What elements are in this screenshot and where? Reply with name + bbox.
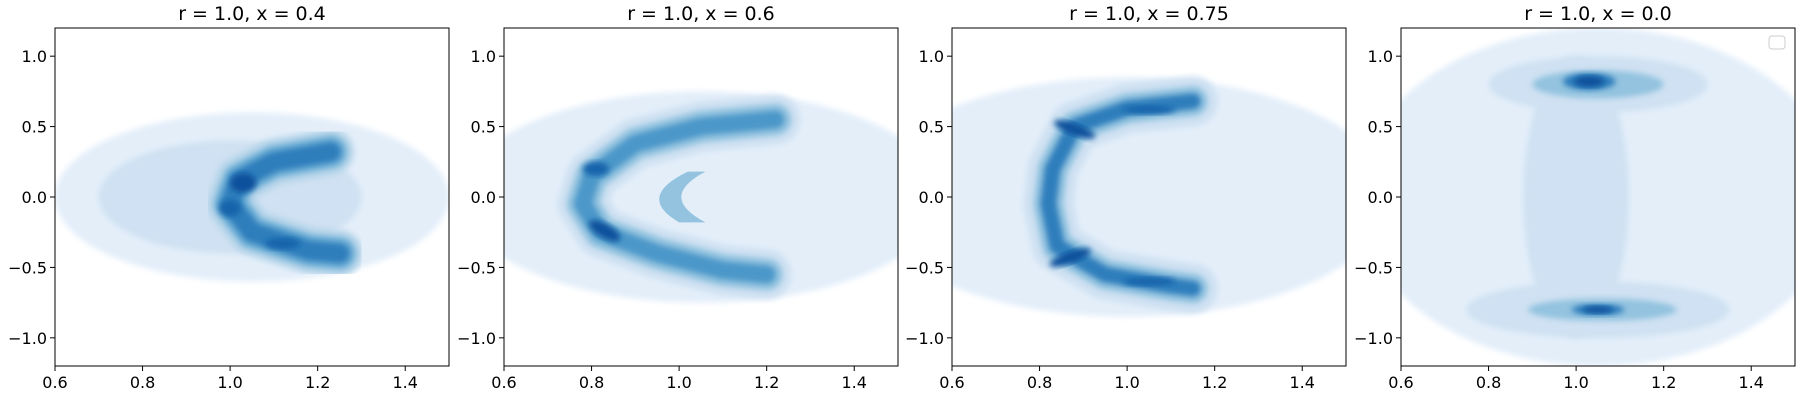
panel-title: r = 1.0, x = 0.4	[178, 3, 326, 25]
y-tick-label: 0.0	[1368, 188, 1393, 207]
x-tick-label: 1.2	[305, 373, 330, 392]
x-tick-label: 1.2	[754, 373, 779, 392]
x-tick-label: 0.8	[130, 373, 155, 392]
density-level	[265, 237, 301, 250]
density-level	[1122, 277, 1176, 286]
contour-area	[952, 28, 1346, 366]
x-tick-label: 1.0	[666, 373, 691, 392]
y-tick-label: 1.0	[22, 47, 47, 66]
y-tick-label: −1.0	[457, 329, 496, 348]
x-tick-label: 1.4	[841, 373, 866, 392]
x-tick-label: 0.8	[579, 373, 604, 392]
x-tick-label: 0.8	[1027, 373, 1052, 392]
x-tick-label: 0.6	[939, 373, 964, 392]
y-tick-label: 0.0	[471, 188, 496, 207]
legend-box	[1768, 35, 1786, 50]
y-tick-label: 0.5	[22, 118, 47, 137]
density-band	[573, 110, 785, 284]
density-level	[1049, 248, 1091, 267]
subplot-1: 0.6 0.8 1.0 1.2 1.4 −1.0 −0.5 0.0 0.5 1.0 r = 1.0,…	[8, 3, 450, 392]
y-tick-label: 0.0	[919, 188, 944, 207]
y-tick-label: 1.0	[919, 47, 944, 66]
density-level	[219, 199, 242, 217]
density-level	[1573, 75, 1605, 88]
y-tick-label: 1.0	[1368, 47, 1393, 66]
contour-area	[504, 28, 898, 366]
y-tick-label: 0.5	[919, 118, 944, 137]
subplot-4: 0.6 0.8 1.0 1.2 1.4 −1.0 −0.5 0.0 0.5 1.0 r = 1.0,…	[1354, 3, 1796, 392]
y-tick-label: 1.0	[471, 47, 496, 66]
density-level	[1122, 105, 1176, 114]
y-tick-label: 0.5	[1368, 118, 1393, 137]
y-tick-label: −1.0	[905, 329, 944, 348]
density-level	[1523, 56, 1629, 338]
density-level	[1053, 120, 1096, 139]
x-tick-label: 0.6	[491, 373, 516, 392]
panel-title: r = 1.0, x = 0.6	[627, 3, 775, 25]
y-tick-label: −0.5	[1354, 258, 1393, 277]
contour-area	[55, 28, 449, 366]
panel-title: r = 1.0, x = 0.0	[1524, 3, 1672, 25]
subplot-2: 0.6 0.8 1.0 1.2 1.4 −1.0 −0.5 0.0 0.5 1.0 r = 1.0,…	[457, 3, 899, 392]
contour-area	[1401, 28, 1795, 366]
subplot-3: 0.6 0.8 1.0 1.2 1.4 −1.0 −0.5 0.0 0.5 1.0 r = 1.0,…	[905, 3, 1347, 392]
x-tick-label: 1.4	[1738, 373, 1763, 392]
y-tick-label: −0.5	[905, 258, 944, 277]
x-tick-label: 1.0	[1563, 373, 1588, 392]
x-tick-label: 1.2	[1202, 373, 1227, 392]
density-level	[1582, 306, 1614, 314]
panel-title: r = 1.0, x = 0.75	[1069, 3, 1229, 25]
y-tick-label: 0.5	[471, 118, 496, 137]
y-tick-label: −1.0	[1354, 329, 1393, 348]
x-tick-label: 0.6	[1388, 373, 1413, 392]
y-tick-label: −0.5	[457, 258, 496, 277]
y-tick-label: 0.0	[22, 188, 47, 207]
y-tick-label: −0.5	[8, 258, 47, 277]
x-tick-label: 0.8	[1476, 373, 1501, 392]
density-level	[582, 161, 610, 176]
x-tick-label: 0.6	[42, 373, 67, 392]
density-level	[230, 173, 257, 193]
inner-density	[659, 171, 706, 223]
x-tick-label: 1.4	[392, 373, 417, 392]
density-level	[589, 220, 621, 242]
x-tick-label: 1.2	[1651, 373, 1676, 392]
x-tick-label: 1.0	[217, 373, 242, 392]
y-tick-label: −1.0	[8, 329, 47, 348]
x-tick-label: 1.0	[1114, 373, 1139, 392]
x-tick-label: 1.4	[1289, 373, 1314, 392]
